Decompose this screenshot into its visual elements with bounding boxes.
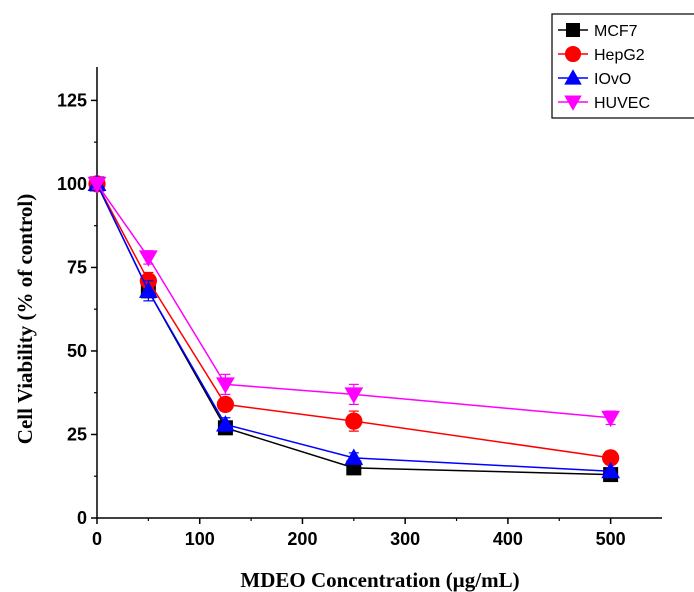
x-tick-label: 200 [287,529,317,549]
data-point [601,410,621,428]
series-layer [87,174,621,483]
x-tick-label: 0 [92,529,102,549]
series-mcf7 [89,176,619,483]
y-axis-title: Cell Viability (% of control) [13,194,37,444]
data-point [216,377,235,394]
y-tick-label: 100 [57,174,87,194]
legend-label: HepG2 [594,47,645,64]
y-tick-label: 75 [67,257,87,277]
legend-label: MCF7 [594,23,638,40]
data-point [87,176,107,194]
legend-item-iovo: IOvO [558,69,631,88]
data-point [138,281,158,298]
data-point [138,250,158,267]
data-point [216,395,235,414]
legend-item-hepg2: HepG2 [558,45,645,64]
data-point [602,449,620,467]
legend-marker [564,45,582,63]
x-tick-label: 100 [185,529,215,549]
legend-label: IOvO [594,71,631,88]
x-tick-label: 500 [596,529,626,549]
series-line-huvec [96,183,611,419]
data-point [344,387,364,404]
x-axis-title: MDEO Concentration (µg/mL) [240,568,519,592]
legend-item-mcf7: MCF7 [558,23,638,40]
legend-item-huvec: HUVEC [558,95,650,112]
x-tick-label: 400 [493,529,523,549]
data-point [345,412,363,430]
y-tick-label: 50 [67,341,87,361]
x-tick-label: 300 [390,529,420,549]
data-point [216,415,235,432]
legend-marker [564,95,582,111]
y-tick-label: 25 [67,424,87,444]
y-tick-label: 125 [57,90,87,110]
series-hepg2 [88,175,620,467]
axes: 0 25 50 75 100 125 0 100 200 300 400 500 [57,67,662,549]
series-huvec [87,176,621,428]
series-iovo [87,174,621,479]
legend-marker [564,69,582,85]
legend: MCF7 HepG2 IOvO HUVEC [551,13,694,119]
y-tick-label: 0 [77,508,87,528]
legend-marker [566,23,580,37]
data-point [344,448,364,465]
legend-label: HUVEC [594,95,650,112]
data-point [601,461,621,479]
